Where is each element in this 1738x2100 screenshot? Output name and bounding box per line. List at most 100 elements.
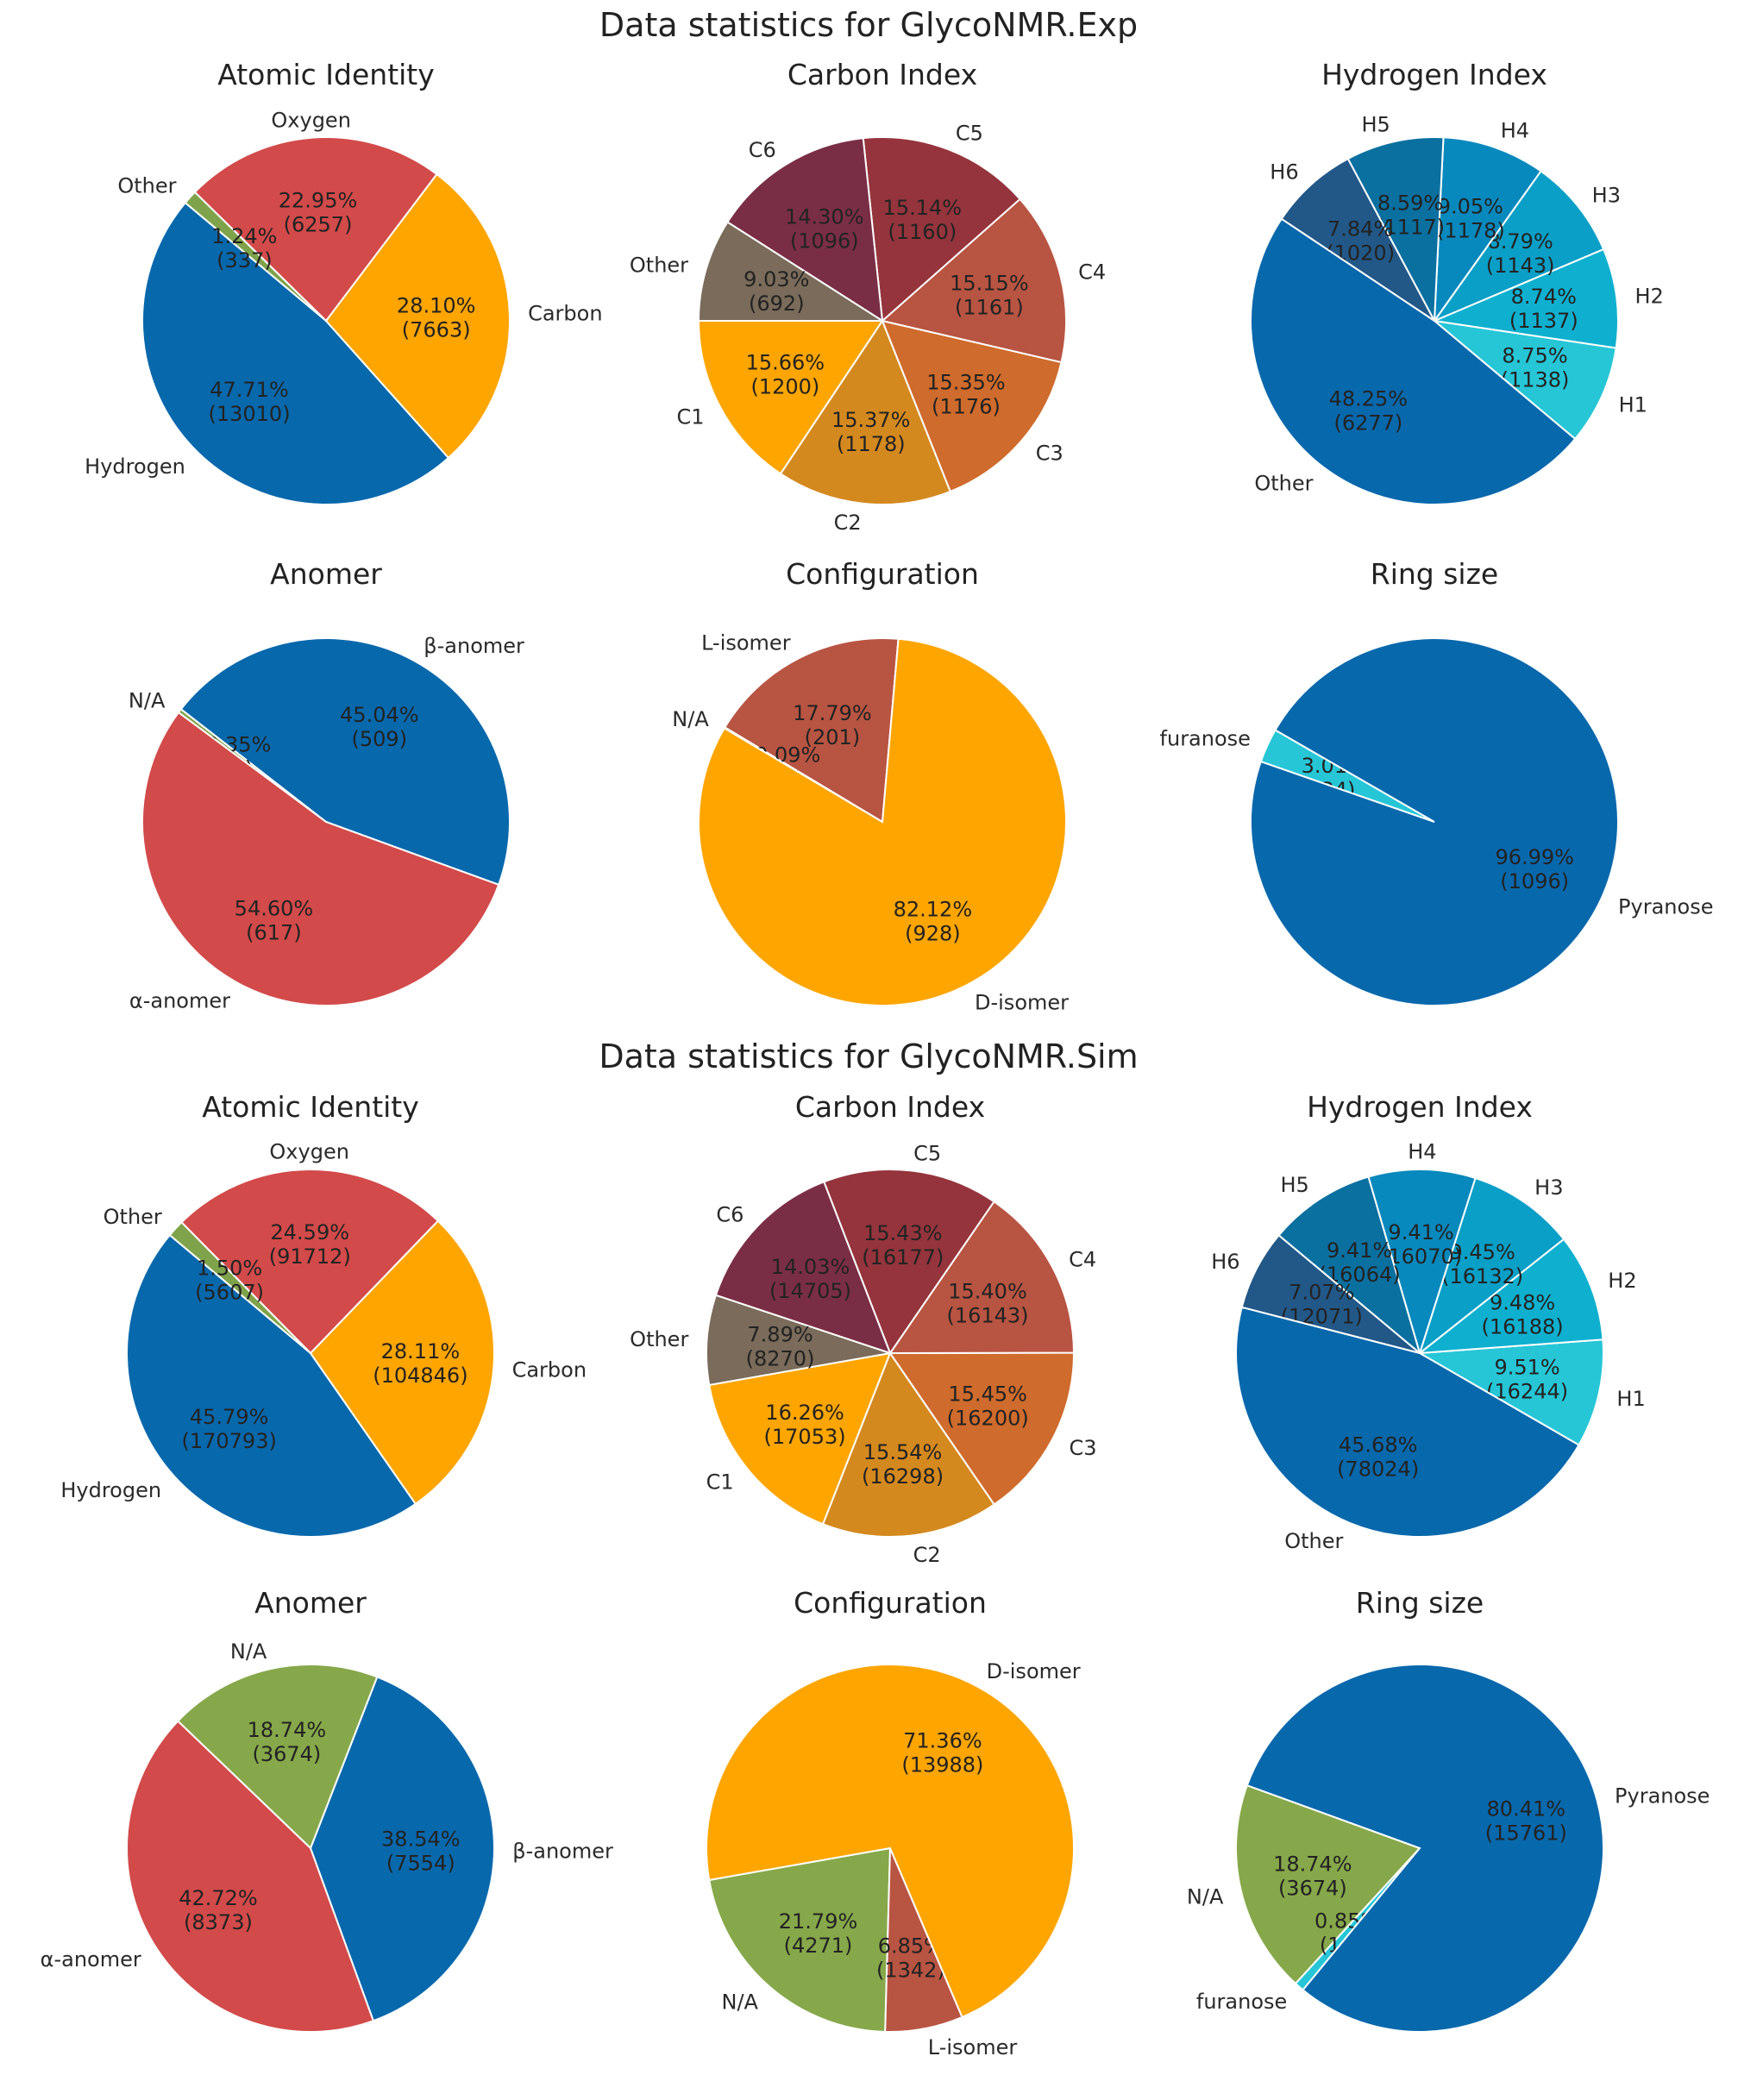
pie-title: Ring size xyxy=(1371,557,1498,591)
pie-title: Ring size xyxy=(1356,1586,1484,1620)
count-label-c5: (1160) xyxy=(888,220,957,244)
pie-slice-other xyxy=(706,1294,891,1387)
slice-label-c2: C2 xyxy=(834,511,862,535)
slice-label-other: Other xyxy=(1284,1529,1343,1553)
pct-label-n-a: 18.74% xyxy=(248,1718,327,1742)
pie-slice-pyranose xyxy=(1245,1664,1604,2033)
pct-label-hydrogen: 45.79% xyxy=(190,1405,269,1429)
slice-label-c2: C2 xyxy=(913,1543,941,1567)
pie-slice-hydrogen xyxy=(141,201,450,505)
slice-label-carbon: Carbon xyxy=(512,1358,587,1382)
pct-label-d-isomer: 71.36% xyxy=(903,1729,982,1753)
count-label-pyranose: (15761) xyxy=(1485,1821,1567,1845)
pie-slice-oxygen xyxy=(193,136,438,323)
pct-label-n-a: 21.79% xyxy=(779,1909,858,1934)
pie-chart-configuration-4: ConfigurationL-isomer17.79%(201)N/A0.09%… xyxy=(672,557,1069,1014)
pct-label-alpha-anomer: 42.72% xyxy=(179,1886,258,1910)
count-label-other: (8270) xyxy=(746,1347,815,1371)
pie-slice-other xyxy=(697,221,886,322)
pie-chart-carbon-index-7: Carbon Index C1 16.26%(17053) C2 15.54%(1629… xyxy=(630,1090,1096,1567)
pie-chart-atomic-identity-0: Atomic Identity Hydrogen 47.71%(13010) Carb… xyxy=(85,58,603,505)
slice-label-other: Other xyxy=(630,253,688,277)
pie-chart-hydrogen-index-2: Hydrogen IndexH18.75%(1138)H28.74%(1137)… xyxy=(1250,58,1664,505)
pie-slice-beta-anomer xyxy=(309,1676,495,2022)
pie-slice-c1 xyxy=(697,320,884,475)
pie-slice-other xyxy=(1250,217,1577,505)
pie-slice-oxygen xyxy=(180,1169,440,1355)
slice-label-h5: H5 xyxy=(1280,1173,1308,1197)
slice-label-hydrogen: Hydrogen xyxy=(60,1478,161,1502)
pct-label-n-a: 18.74% xyxy=(1273,1852,1352,1876)
pct-label-c5: 15.14% xyxy=(883,196,963,220)
pie-title: Configuration xyxy=(786,557,979,591)
count-label-h2: (1137) xyxy=(1509,309,1578,333)
pie-slice-c3 xyxy=(881,319,1063,493)
count-label-n-a: (4271) xyxy=(784,1934,853,1958)
count-label-alpha-anomer: (617) xyxy=(246,921,302,945)
pct-label-h3: 8.79% xyxy=(1488,229,1553,254)
pct-label-other: 48.25% xyxy=(1329,386,1409,411)
pie-slice-c3 xyxy=(888,1351,1076,1506)
pct-label-other: 7.89% xyxy=(747,1323,813,1347)
pct-label-h6: 7.07% xyxy=(1289,1281,1354,1305)
count-label-other: (78024) xyxy=(1337,1457,1419,1481)
pct-label-h5: 9.41% xyxy=(1327,1238,1392,1263)
slice-label-alpha-anomer: α-anomer xyxy=(129,988,230,1012)
slice-label-other: Other xyxy=(104,1205,162,1229)
pie-slice-c4 xyxy=(888,1200,1076,1355)
pct-label-h4: 9.41% xyxy=(1388,1220,1453,1244)
pie-slice-h1 xyxy=(1416,1338,1604,1446)
count-label-other: (6277) xyxy=(1333,411,1402,435)
pie-title: Atomic Identity xyxy=(202,1090,419,1124)
pie-slice-h1 xyxy=(1431,319,1617,441)
count-label-oxygen: (6257) xyxy=(284,213,353,237)
pct-label-beta-anomer: 38.54% xyxy=(381,1827,461,1851)
slice-label-c4: C4 xyxy=(1078,260,1106,284)
count-label-c2: (1178) xyxy=(837,432,906,456)
slice-label-h2: H2 xyxy=(1608,1269,1636,1293)
pct-label-pyranose: 96.99% xyxy=(1495,845,1574,869)
slice-label-h4: H4 xyxy=(1501,119,1529,143)
pie-title: Anomer xyxy=(270,557,382,591)
slice-label-h6: H6 xyxy=(1211,1250,1239,1274)
count-label-c2: (16298) xyxy=(862,1464,944,1489)
slice-label-n-a: N/A xyxy=(722,1990,759,2014)
pie-title: Hydrogen Index xyxy=(1307,1090,1533,1124)
count-label-n-a: (3674) xyxy=(252,1742,321,1766)
pie-slice-h5 xyxy=(1346,136,1445,324)
pie-charts: Atomic Identity Hydrogen 47.71%(13010) Carb… xyxy=(41,58,1714,2059)
pct-label-l-isomer: 17.79% xyxy=(793,701,872,725)
pie-title: Anomer xyxy=(254,1586,367,1620)
slice-label-other: Other xyxy=(630,1327,688,1351)
pie-slice-carbon xyxy=(324,172,511,460)
pie-slice-c2 xyxy=(779,318,952,505)
count-label-h4: (1178) xyxy=(1436,218,1505,242)
pie-title: Atomic Identity xyxy=(217,58,435,91)
pct-label-h1: 8.75% xyxy=(1502,344,1567,368)
pie-slice-h3 xyxy=(1418,1176,1565,1356)
slice-label-c6: C6 xyxy=(749,138,776,162)
pct-label-carbon: 28.11% xyxy=(381,1339,461,1363)
count-label-d-isomer: (13988) xyxy=(901,1753,983,1777)
slice-label-pyranose: Pyranose xyxy=(1615,1783,1710,1808)
pie-slice-h3 xyxy=(1432,170,1605,323)
slice-label-c6: C6 xyxy=(716,1202,744,1226)
pie-chart-ring-size-5: Ring sizefuranose3.01%(34)Pyranose96.99%… xyxy=(1160,557,1713,1006)
pct-label-d-isomer: 82.12% xyxy=(894,898,973,922)
pct-label-h4: 9.05% xyxy=(1438,194,1503,218)
count-label-c4: (16143) xyxy=(946,1303,1028,1327)
slice-label-h6: H6 xyxy=(1270,160,1298,184)
count-label-c1: (1200) xyxy=(750,374,819,398)
count-label-beta-anomer: (509) xyxy=(352,727,408,751)
pie-chart-hydrogen-index-8: Hydrogen IndexH19.51%(16244)H29.48%(1618… xyxy=(1211,1090,1645,1553)
pct-label-oxygen: 24.59% xyxy=(271,1220,350,1244)
slice-label-h1: H1 xyxy=(1616,1387,1645,1411)
count-label-c6: (14705) xyxy=(769,1279,851,1303)
section-title-sim: Data statistics for GlycoNMR.Sim xyxy=(599,1037,1138,1075)
pie-chart-anomer-3: Anomerβ-anomer45.04%(509)N/A0.35%(4)α-an… xyxy=(129,557,524,1012)
count-label-carbon: (104846) xyxy=(373,1363,467,1388)
pie-slice-c6 xyxy=(725,137,884,323)
slice-label-other: Other xyxy=(117,174,176,198)
pie-chart-configuration-10: ConfigurationN/A21.79%(4271)L-isomer6.85… xyxy=(706,1586,1081,2059)
pct-label-c3: 15.35% xyxy=(926,370,1006,394)
